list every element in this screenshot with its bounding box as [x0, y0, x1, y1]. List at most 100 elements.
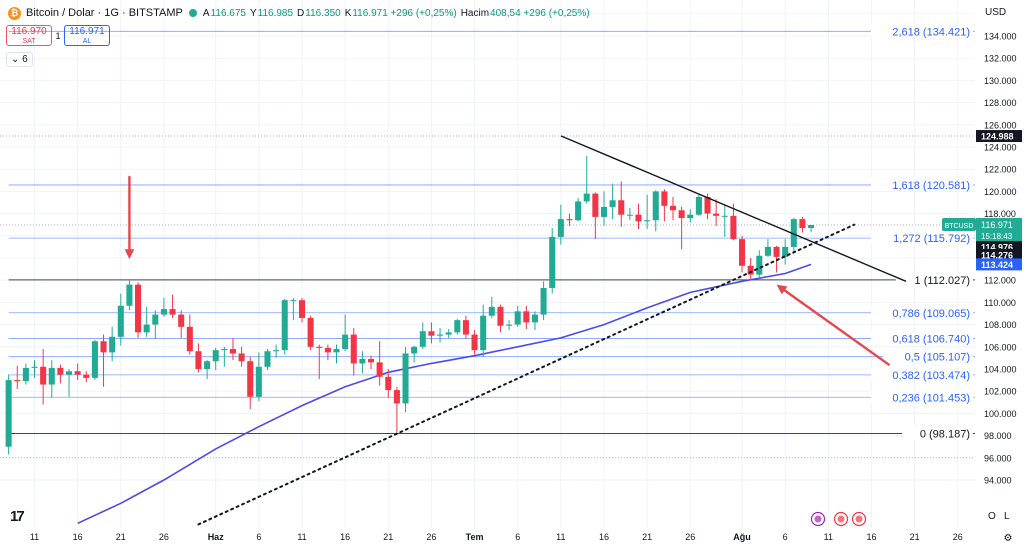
candle [376, 341, 383, 386]
buy-button[interactable]: 116.971 AL [64, 25, 110, 46]
candle [488, 296, 495, 318]
candle-body [428, 331, 435, 336]
candle-body [186, 326, 193, 352]
buy-label: AL [82, 38, 92, 45]
candle [324, 344, 331, 361]
candle-body [635, 214, 642, 222]
candle-body [393, 390, 400, 404]
time-tick-label: 26 [685, 532, 695, 542]
candle-body [523, 311, 530, 323]
candle-body [160, 309, 167, 315]
candle-body [782, 246, 789, 257]
candle [713, 199, 720, 226]
candle [117, 293, 124, 346]
candle-body [471, 334, 478, 351]
candle [669, 196, 677, 221]
event-icon-core [855, 515, 863, 523]
fib-label-bg [871, 231, 973, 245]
candle-body [66, 371, 73, 375]
candle [600, 191, 608, 226]
candle-body [592, 193, 599, 217]
scale-option-o[interactable]: O [988, 511, 996, 522]
candle [359, 351, 366, 374]
fib-level-label: 0,786 (109.065) [892, 308, 970, 320]
candle-body [307, 317, 314, 347]
candle-body [618, 200, 625, 215]
price-tick-label: 118.000 [984, 209, 1016, 219]
candle-body [721, 215, 728, 217]
candle-body [557, 219, 564, 237]
time-tick-label: 26 [426, 532, 436, 542]
candle-body [359, 359, 366, 364]
candle-body [411, 346, 418, 354]
candle [454, 319, 461, 335]
candle [195, 343, 202, 373]
candle [393, 386, 400, 434]
support-trendline [197, 223, 856, 526]
candle [109, 326, 116, 362]
candle [221, 346, 228, 367]
candle-body [695, 196, 702, 215]
candle-body [238, 353, 245, 362]
price-tick-label: 98.000 [984, 431, 1012, 441]
candle [618, 181, 625, 227]
ohlc-value: 116.971 +296 (+0,25%) [352, 7, 457, 19]
candle [678, 206, 685, 250]
fib-level-label: 1 (112.027) [915, 275, 970, 287]
candle [773, 245, 780, 273]
candle-body [135, 284, 142, 333]
candle [264, 349, 271, 371]
indicators-toggle[interactable]: ⌄ 6 [6, 52, 33, 67]
candle [471, 330, 478, 355]
symbol-title[interactable]: Bitcoin / Dolar · 1G · BITSTAMP [26, 7, 183, 19]
time-tick-label: 6 [256, 532, 261, 542]
indicator-count: 6 [22, 54, 28, 65]
time-tick-label: 16 [599, 532, 609, 542]
time-tick-label: 11 [824, 532, 833, 542]
candle-body [626, 214, 633, 216]
scale-option-l[interactable]: L [1004, 511, 1010, 522]
candle [31, 360, 38, 378]
candle-body [600, 206, 608, 217]
currency-label[interactable]: USD [985, 7, 1007, 18]
sell-button[interactable]: 116.970 SAT [6, 25, 52, 46]
candle-body [687, 214, 694, 219]
price-tick-label: 96.000 [984, 453, 1012, 463]
candle [730, 203, 737, 241]
candle [747, 258, 754, 281]
candle [557, 204, 564, 245]
candle [644, 194, 651, 230]
candle-body [40, 366, 47, 385]
candle-body [324, 347, 331, 353]
candle [40, 349, 47, 405]
ohlc-key: Hacim [460, 7, 490, 19]
time-tick-label: 16 [866, 532, 876, 542]
price-tick-label: 112.000 [984, 276, 1016, 286]
candle [91, 340, 98, 381]
candle [583, 155, 590, 204]
tradingview-logo[interactable]: 17 [10, 508, 25, 525]
price-tick-label: 128.000 [984, 98, 1017, 108]
candle-body [74, 371, 81, 375]
candle-body [298, 300, 306, 318]
time-tick-label: 21 [383, 532, 393, 542]
fib-level-label: 0,5 (105.107) [905, 352, 970, 364]
candle [652, 190, 659, 232]
us-flag-event-icon [851, 511, 867, 527]
time-tick-label: Haz [208, 532, 225, 542]
candle-body [661, 191, 668, 206]
price-tag-value: 116.971 [981, 220, 1013, 230]
price-tag-bg [976, 218, 1022, 243]
candle-body [678, 210, 685, 219]
candle [169, 294, 176, 318]
candle-body [514, 311, 521, 325]
ohlc-value: 116.675 [210, 7, 246, 19]
candle-body [575, 201, 582, 221]
candle [808, 224, 815, 232]
candle [497, 304, 504, 333]
candle [437, 327, 444, 343]
candle [307, 315, 314, 351]
time-tick-label: 21 [642, 532, 652, 542]
candle-body [255, 366, 262, 397]
